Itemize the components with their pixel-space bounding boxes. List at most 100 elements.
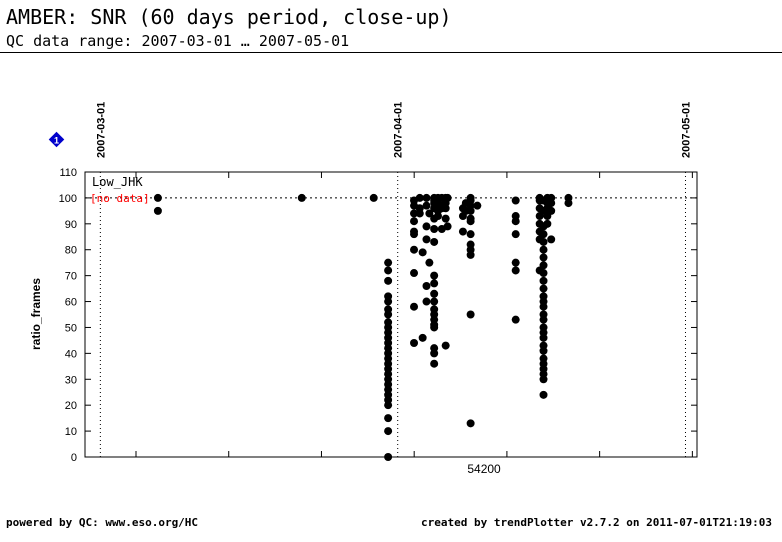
data-point [511,258,520,267]
data-point [466,206,475,215]
data-point [430,323,439,332]
data-point [547,206,556,215]
data-point [384,414,393,423]
data-point [410,302,419,311]
data-point [410,245,419,254]
data-point [539,261,548,270]
data-point [410,209,419,218]
data-point [384,453,393,461]
data-point [384,258,393,267]
data-point [539,269,548,278]
data-point [422,222,431,231]
footer-created-by: created by trendPlotter v2.7.2 on 2011-0… [421,516,772,529]
data-point [539,253,548,262]
data-point [153,206,162,215]
data-point [297,193,306,202]
info-diamond-icon[interactable]: 1 [48,131,65,148]
data-point [422,282,431,290]
data-point [430,359,439,368]
data-point [384,297,393,306]
data-point [511,230,520,239]
footer-powered-by: powered by QC: www.eso.org/HC [6,516,199,529]
data-point [430,349,439,358]
data-point [430,297,439,306]
data-point [425,209,434,218]
data-point [384,427,393,436]
data-point [539,390,548,399]
data-point [543,219,552,228]
data-point [564,199,573,208]
data-point [430,271,439,280]
y-tick-label: 30 [65,374,77,386]
title-divider [0,52,782,53]
y-tick-label: 20 [65,400,77,412]
data-point [441,214,450,223]
data-point [539,375,548,384]
chart-title: AMBER: SNR (60 days period, close-up) [6,5,452,29]
data-point [415,209,424,218]
data-point [384,276,393,285]
data-point [422,201,431,210]
legend-label: Low_JHK [92,175,143,189]
data-point [511,266,520,275]
y-tick-label: 60 [65,297,77,309]
data-point [434,212,443,221]
data-point [539,276,548,285]
data-point [466,230,475,239]
legend-no-data-note: [no data] [90,192,150,205]
data-point [410,217,419,226]
y-axis-label: ratio_frames [29,278,43,350]
data-point [547,199,556,208]
data-point [369,193,378,202]
data-point [511,196,520,205]
data-range-subtitle: QC data range: 2007-03-01 … 2007-05-01 [6,32,350,50]
data-point [539,333,548,342]
data-point [466,250,475,259]
y-tick-label: 80 [65,245,77,257]
data-point [511,217,520,226]
data-point [410,230,419,239]
data-point [466,217,475,226]
axes: 0 10 20 30 40 50 60 70 80 90 100 110 54200 [59,167,697,476]
data-point [473,201,482,210]
data-point [539,237,548,246]
data-point [422,193,431,202]
y-tick-label: 90 [65,219,77,231]
y-tick-label: 40 [65,348,77,360]
data-point [466,419,475,428]
data-point [418,248,427,257]
data-point [430,279,439,288]
date-markers: 2007-03-01 2007-04-01 2007-05-01 [95,102,692,457]
info-badge-label: 1 [54,136,59,146]
y-tick-label: 70 [65,271,77,283]
y-tick-label: 100 [59,193,77,205]
data-point [384,310,393,319]
data-point [410,339,419,347]
data-point [384,401,393,410]
y-tick-label: 110 [59,167,77,179]
y-tick-label: 0 [71,452,77,464]
data-point [443,193,452,202]
data-point [539,230,548,239]
data-point [153,193,162,202]
data-point [539,346,548,355]
data-points [153,193,573,461]
legend: Low_JHK [no data] [90,175,150,205]
data-point [441,204,450,213]
data-point [425,258,434,267]
data-point [422,297,431,306]
data-point [410,269,419,278]
date-marker-label: 2007-05-01 [680,102,692,158]
data-point [430,289,439,298]
date-marker-label: 2007-04-01 [393,102,405,158]
data-point [547,235,556,244]
y-tick-label: 50 [65,322,77,334]
date-marker-label: 2007-03-01 [95,102,107,158]
data-point [415,193,424,202]
data-point [511,315,520,324]
data-point [539,315,548,324]
y-tick-label: 10 [65,426,77,438]
data-point [539,284,548,293]
scatter-chart: 0 10 20 30 40 50 60 70 80 90 100 110 54200 2007-03-0… [29,102,698,476]
data-point [443,222,452,231]
